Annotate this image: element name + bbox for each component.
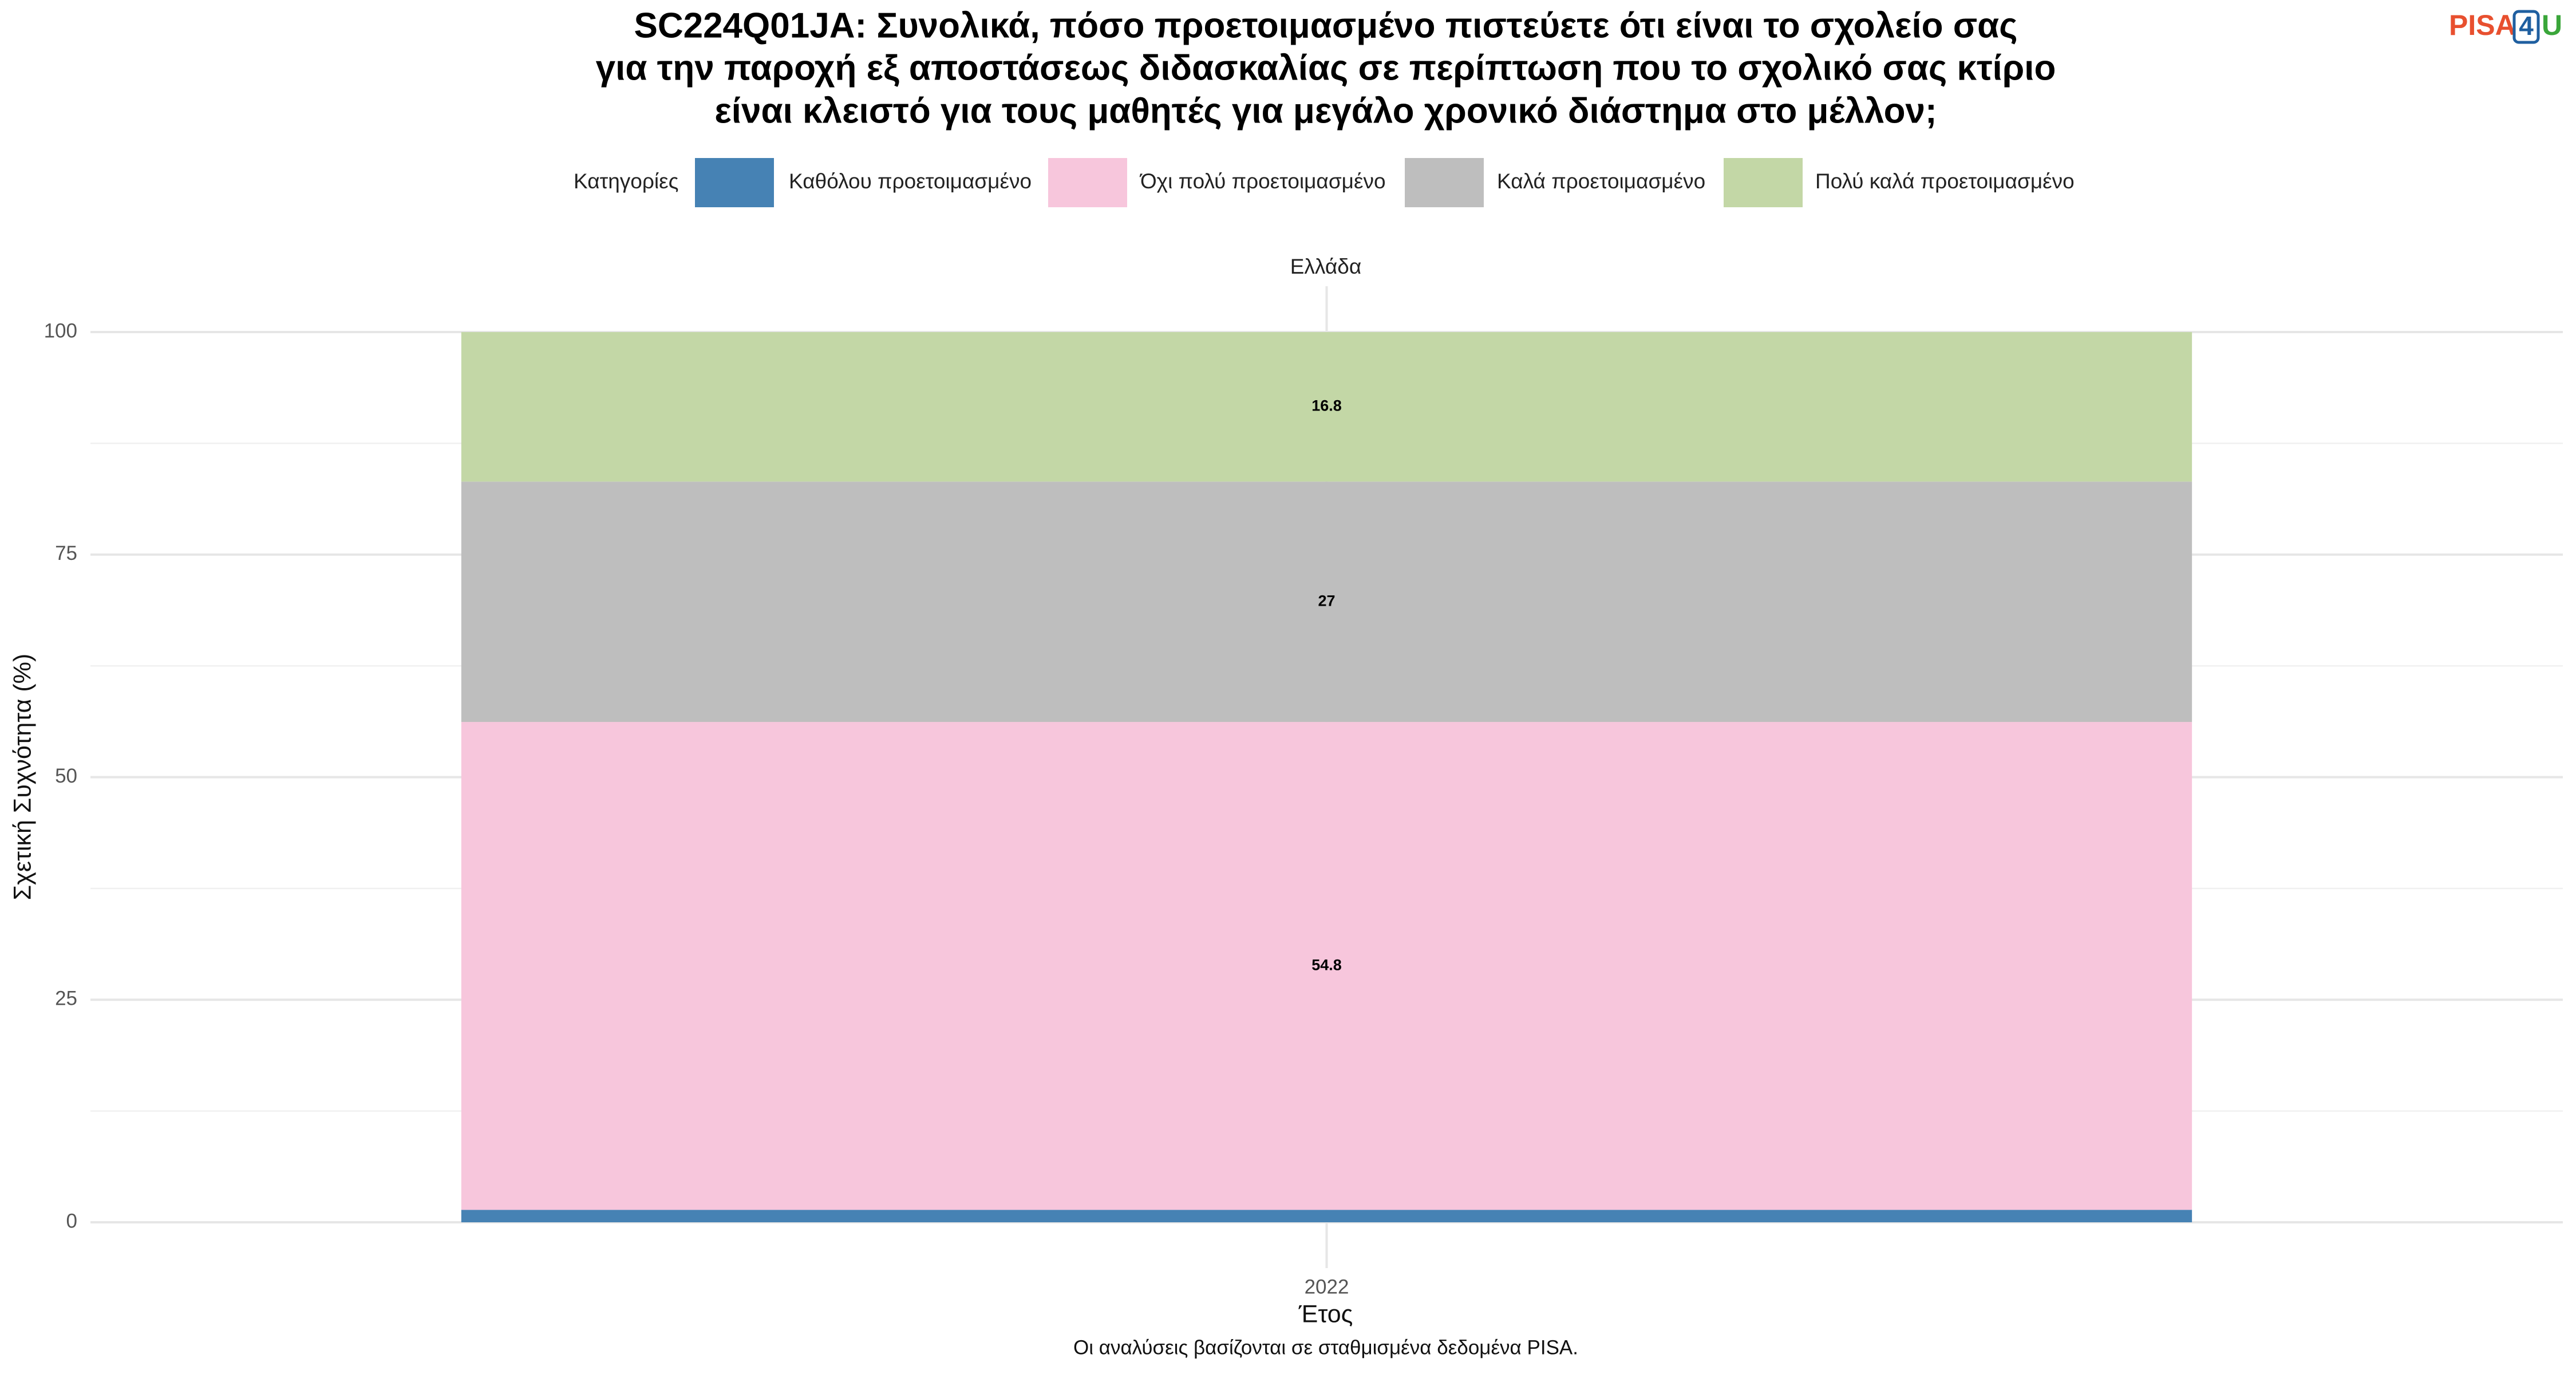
value-label: 27 [1318, 592, 1335, 609]
bar-segment [461, 332, 2192, 482]
legend-title: Κατηγορίες [574, 169, 678, 193]
value-label: 16.8 [1311, 397, 1342, 414]
y-tick-label: 100 [44, 319, 77, 342]
y-tick-label: 75 [55, 542, 77, 564]
logo: PISA 4 U [2449, 9, 2562, 44]
chart-title: SC224Q01JA: Συνολικά, πόσο προετοιμασμέν… [634, 6, 2017, 45]
legend-label: Όχι πολύ προετοιμασμένο [1139, 169, 1386, 193]
legend-swatch [695, 158, 774, 207]
legend-swatch [1405, 158, 1484, 207]
y-tick-label: 50 [55, 765, 77, 787]
x-tick-label: 2022 [1305, 1276, 1349, 1298]
logo-box [2512, 10, 2540, 44]
value-label: 54.8 [1311, 956, 1342, 973]
bar-segment [461, 481, 2192, 722]
legend-label: Πολύ καλά προετοιμασμένο [1815, 169, 2075, 193]
legend-swatch [1048, 158, 1127, 207]
logo-text: 4 [2519, 11, 2534, 41]
logo-text: PISA [2449, 9, 2516, 41]
x-axis-title: Έτος [1298, 1300, 1353, 1328]
logo-text: U [2542, 9, 2562, 41]
legend-swatch [1724, 158, 1803, 207]
caption: Οι αναλύσεις βασίζονται σε σταθμισμένα δ… [1073, 1336, 1578, 1359]
y-tick-label: 0 [66, 1210, 77, 1232]
bar-segment [461, 722, 2192, 1210]
y-tick-label: 25 [55, 988, 77, 1010]
bar-segment [461, 1210, 2192, 1222]
legend-label: Καθόλου προετοιμασμένο [789, 169, 1032, 193]
chart-title: για την παροχή εξ αποστάσεως διδασκαλίας… [596, 48, 2056, 88]
y-axis-title: Σχετική Συχνότητα (%) [9, 654, 36, 901]
chart-title: είναι κλειστό για τους μαθητές για μεγάλ… [714, 91, 1937, 131]
legend-label: Καλά προετοιμασμένο [1497, 169, 1705, 193]
facet-label: Ελλάδα [1290, 255, 1362, 278]
